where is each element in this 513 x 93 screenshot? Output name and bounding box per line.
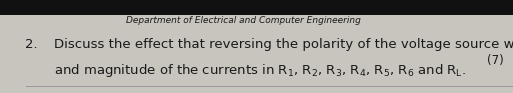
Text: and magnitude of the currents in $\mathregular{R_1}$, $\mathregular{R_2}$, $\mat: and magnitude of the currents in $\mathr…	[54, 62, 466, 79]
Text: 2.: 2.	[25, 38, 37, 51]
Text: Discuss the effect that reversing the polarity of the voltage source would have : Discuss the effect that reversing the po…	[54, 38, 513, 51]
Bar	[0, 0, 513, 15]
Text: (7): (7)	[487, 54, 504, 67]
Text: Department of Electrical and Computer Engineering: Department of Electrical and Computer En…	[126, 16, 361, 25]
